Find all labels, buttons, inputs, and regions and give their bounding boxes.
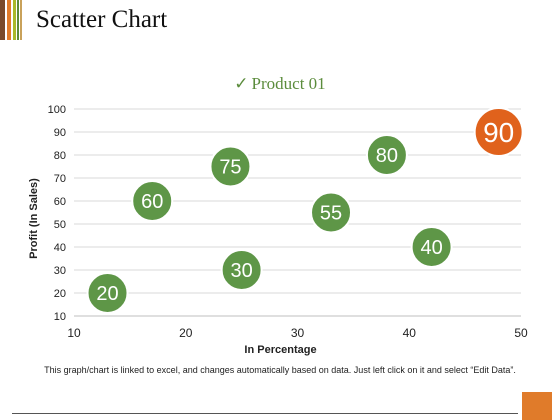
data-point [131, 180, 174, 222]
data-label: 30 [231, 260, 253, 282]
data-point [310, 191, 353, 234]
y-tick-label: 80 [54, 150, 66, 162]
y-tick-label: 10 [54, 311, 66, 323]
bottom-divider [12, 413, 518, 414]
data-point [86, 272, 129, 314]
slide-title: Scatter Chart [36, 6, 168, 33]
accent-bar [13, 0, 16, 40]
accent-bar [20, 0, 22, 40]
y-tick-label: 50 [54, 219, 66, 231]
data-label: 80 [376, 145, 398, 167]
data-label: 75 [219, 157, 241, 179]
x-tick-label: 40 [403, 326, 417, 340]
data-point [410, 226, 453, 268]
x-tick-label: 50 [514, 326, 528, 340]
y-tick-label: 70 [54, 173, 66, 185]
legend-label: Product 01 [251, 74, 326, 93]
x-tick-label: 20 [179, 326, 193, 340]
y-tick-label: 30 [54, 265, 66, 277]
corner-accent [522, 392, 552, 420]
chart-legend: ✓ Product 01 [0, 72, 560, 96]
title-accent-bars [0, 0, 24, 40]
data-label: 55 [320, 203, 342, 225]
y-tick-label: 40 [54, 242, 66, 254]
data-label: 90 [483, 117, 514, 148]
y-tick-label: 20 [54, 288, 66, 300]
data-label: 40 [420, 237, 442, 259]
y-tick-label: 100 [48, 104, 66, 116]
x-axis-title: In Percentage [244, 344, 316, 356]
x-tick-label: 30 [291, 326, 305, 340]
y-tick-label: 90 [54, 127, 66, 139]
data-point [220, 249, 263, 291]
check-icon: ✓ [234, 74, 249, 93]
data-point [473, 107, 524, 157]
x-tick-label: 10 [67, 326, 81, 340]
data-point [365, 134, 408, 176]
data-label: 60 [141, 191, 163, 213]
chart-footnote: This graph/chart is linked to excel, and… [44, 365, 516, 375]
accent-bar [0, 0, 5, 40]
data-point [209, 145, 252, 188]
accent-bar [7, 0, 11, 40]
y-tick-label: 60 [54, 196, 66, 208]
accent-bar [17, 0, 19, 40]
y-axis-title: Profit (In Sales) [28, 178, 40, 259]
data-label: 20 [96, 283, 118, 305]
